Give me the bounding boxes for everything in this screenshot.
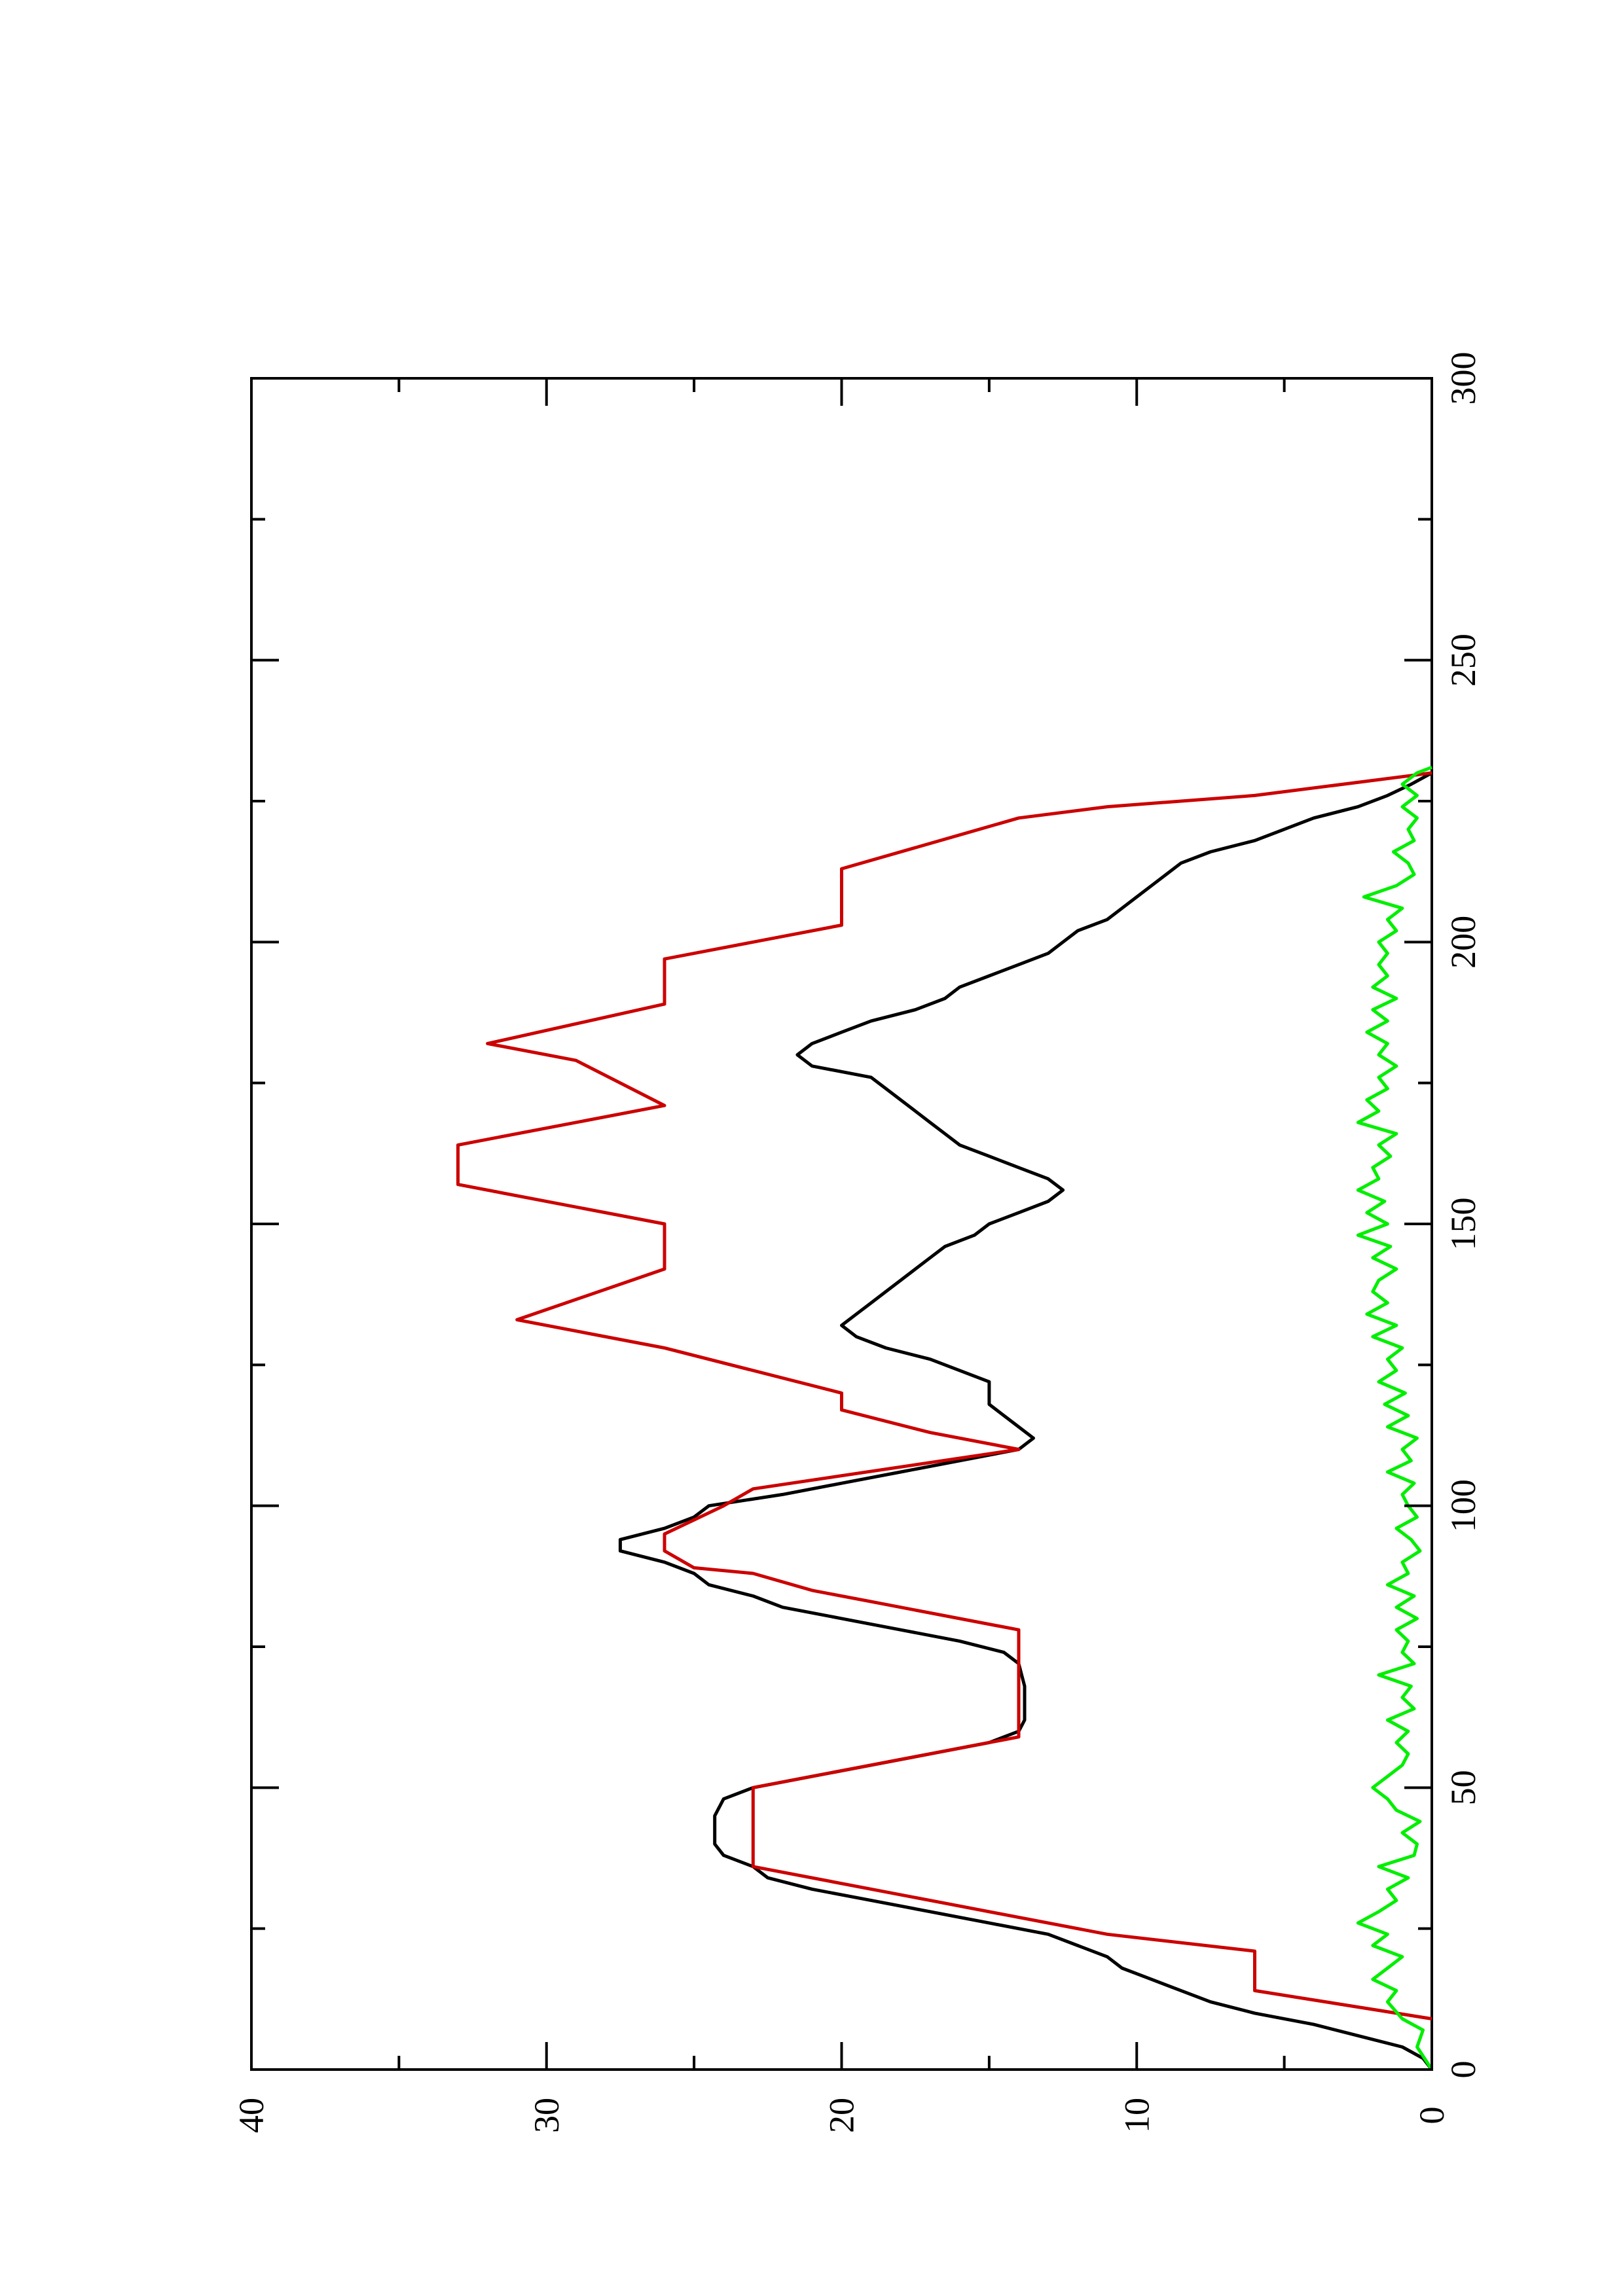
- x-tick-label: 150: [1444, 1198, 1483, 1251]
- y-tick-label: 40: [232, 2098, 271, 2133]
- y-tick-label: 10: [1117, 2098, 1156, 2133]
- plot-frame-layer: [250, 377, 1433, 2071]
- y-tick-label: 20: [822, 2098, 862, 2133]
- tick-layer: [250, 377, 1433, 2071]
- y-tick-label: 0: [1412, 2107, 1451, 2125]
- series-layer: [456, 765, 1434, 2071]
- x-tick-label: 250: [1444, 634, 1483, 687]
- x-tick-label: 200: [1444, 916, 1483, 969]
- series-line-1: [618, 771, 1433, 2071]
- series-line-2: [456, 771, 1432, 2020]
- x-tick-label: 100: [1444, 1479, 1483, 1532]
- tick-label-layer: 0 50 100 150 200 250 300 0 10 20 30 40: [232, 352, 1483, 2134]
- x-tick-label: 300: [1444, 352, 1483, 405]
- plot-frame: [250, 377, 1433, 2071]
- y-tick-label: 30: [527, 2098, 566, 2133]
- x-tick-label: 0: [1444, 2061, 1483, 2079]
- x-tick-label: 50: [1444, 1770, 1483, 1805]
- series-line-3: [1356, 765, 1434, 2071]
